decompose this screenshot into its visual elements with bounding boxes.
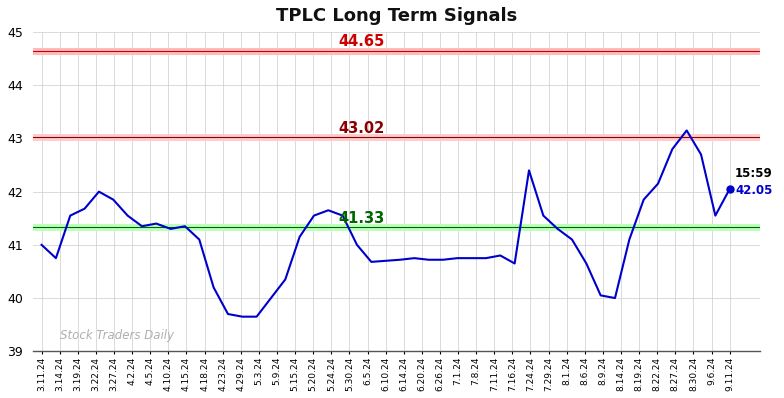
- Text: Stock Traders Daily: Stock Traders Daily: [60, 329, 174, 341]
- Text: 43.02: 43.02: [338, 121, 384, 136]
- Text: 42.05: 42.05: [735, 184, 772, 197]
- Text: 44.65: 44.65: [338, 34, 384, 49]
- Text: 15:59: 15:59: [735, 167, 773, 180]
- Text: 41.33: 41.33: [338, 211, 384, 226]
- Title: TPLC Long Term Signals: TPLC Long Term Signals: [276, 7, 517, 25]
